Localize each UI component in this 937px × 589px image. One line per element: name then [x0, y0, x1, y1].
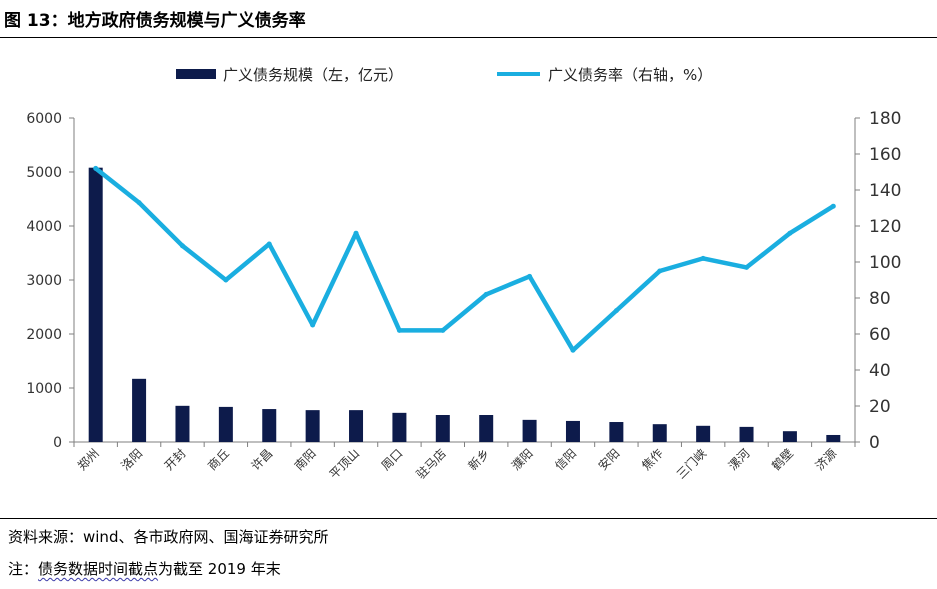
left-axis-tick-label: 1000 [26, 381, 62, 397]
category-label: 周口 [379, 446, 406, 473]
left-axis-tick-label: 5000 [26, 165, 62, 181]
footnote-highlight: 债务数据时间截点 [38, 560, 159, 578]
category-label: 平顶山 [327, 446, 362, 481]
right-axis-tick-label: 140 [869, 181, 901, 201]
bar [696, 425, 711, 442]
legend-label-bar: 广义债务规模（左，亿元） [223, 66, 403, 84]
bar [349, 410, 364, 442]
category-label: 安阳 [595, 446, 623, 474]
bar [305, 410, 320, 442]
line-path [93, 166, 836, 353]
line-point [179, 243, 185, 249]
right-axis-tick-label: 180 [869, 109, 901, 129]
line-point [440, 327, 446, 333]
legend: 广义债务规模（左，亿元） 广义债务率（右轴，%） [176, 66, 712, 84]
category-label: 开封 [162, 446, 189, 473]
left-axis-tick-label: 0 [53, 435, 62, 451]
right-axis-tick-label: 40 [869, 361, 891, 381]
line-point [787, 230, 793, 236]
bar [652, 424, 667, 442]
category-label: 许昌 [248, 446, 275, 473]
chart: 广义债务规模（左，亿元） 广义债务率（右轴，%） 010002000300040… [26, 66, 901, 482]
category-label: 驻马店 [413, 446, 449, 482]
line-point [93, 165, 99, 171]
category-label: 信阳 [552, 446, 579, 473]
bar [479, 415, 494, 442]
legend-swatch-bar [176, 69, 216, 79]
top-rule [0, 37, 937, 38]
line-point [396, 327, 402, 333]
line-point [657, 268, 663, 274]
footnote-suffix: 为截至 2019 年末 [158, 560, 281, 578]
bar-series [88, 167, 841, 442]
right-axis-tick-label: 120 [869, 217, 901, 237]
bar [132, 378, 147, 442]
bar [88, 167, 103, 442]
left-axis-tick-label: 3000 [26, 273, 62, 289]
line-point [136, 200, 142, 206]
right-axis-tick-label: 80 [869, 289, 891, 309]
line-point [570, 347, 576, 353]
footnote-prefix: 注： [8, 560, 39, 578]
category-label: 新乡 [465, 446, 493, 474]
line-point [830, 203, 836, 209]
left-axis-tick-label: 2000 [26, 327, 62, 343]
source-note: 资料来源：wind、各市政府网、国海证券研究所 [8, 528, 329, 546]
right-axis-tick-label: 20 [869, 397, 891, 417]
line-point [266, 241, 272, 247]
bar [609, 422, 624, 442]
right-axis-tick-label: 60 [869, 325, 891, 345]
line-point [353, 230, 359, 236]
bottom-rule [0, 518, 937, 519]
category-label: 漯河 [726, 446, 753, 473]
category-label: 洛阳 [118, 446, 146, 474]
legend-label-line: 广义债务率（右轴，%） [548, 66, 712, 84]
line-point [744, 264, 750, 270]
bar [218, 406, 233, 442]
axes: 0 1000 2000 3000 4000 5000 6000 0 20 40 60 80 100 120… [26, 109, 901, 453]
bar [565, 420, 580, 442]
category-label: 焦作 [639, 446, 666, 473]
line-series [93, 165, 836, 353]
footnote: 注：债务数据时间截点为截至 2019 年末 [8, 558, 281, 579]
bar [435, 415, 450, 442]
category-label: 鹤壁 [768, 446, 796, 474]
line-point [483, 291, 489, 297]
category-label: 濮阳 [508, 446, 536, 474]
category-label: 商丘 [204, 446, 232, 474]
line-point [310, 322, 316, 328]
line-point [223, 277, 229, 283]
category-label: 南阳 [291, 446, 319, 474]
bar [392, 412, 407, 442]
bar [522, 419, 537, 442]
category-label: 三门峡 [673, 446, 709, 482]
right-axis-tick-label: 100 [869, 253, 901, 273]
bar [175, 405, 190, 442]
figure-title: 图 13：地方政府债务规模与广义债务率 [4, 11, 306, 31]
right-axis-tick-label: 160 [869, 145, 901, 165]
bar [826, 434, 841, 442]
right-axis-tick-label: 0 [869, 433, 880, 453]
bar [782, 431, 797, 442]
line-point [527, 273, 533, 279]
line-point [613, 308, 619, 314]
left-axis-tick-label: 4000 [26, 219, 62, 235]
bar [739, 426, 754, 442]
category-labels: 郑州 洛阳 开封 商丘 许昌 南阳 平顶山 周口 驻马店 新乡 濮阳 信阳 安阳 焦作 三门峡 漯河 鹤壁 济源 [74, 446, 839, 482]
category-label: 郑州 [74, 446, 102, 474]
line-point [700, 255, 706, 261]
category-label: 济源 [812, 446, 840, 474]
left-axis-tick-label: 6000 [26, 111, 62, 127]
bar [262, 409, 277, 442]
